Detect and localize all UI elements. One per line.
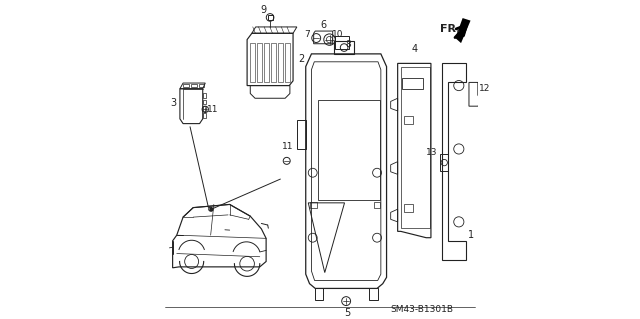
Bar [374, 202, 380, 208]
Bar [310, 202, 317, 208]
Bar [250, 43, 255, 82]
Text: 7: 7 [305, 30, 310, 39]
Bar [271, 43, 276, 82]
Bar [203, 93, 206, 98]
Text: 11: 11 [282, 142, 293, 151]
Bar [264, 43, 269, 82]
Bar [404, 116, 413, 123]
Bar [257, 43, 262, 82]
Text: 4: 4 [412, 44, 417, 54]
Bar [184, 84, 189, 87]
Text: 10: 10 [332, 30, 343, 39]
Text: 12: 12 [479, 84, 490, 93]
Text: 8: 8 [346, 40, 351, 49]
Bar [268, 15, 273, 20]
Text: 1: 1 [468, 230, 475, 240]
Text: 11: 11 [207, 105, 219, 114]
Bar [401, 67, 430, 228]
Bar [203, 107, 206, 111]
Bar [203, 100, 206, 104]
Bar [198, 84, 204, 87]
Bar [285, 43, 290, 82]
Text: 5: 5 [344, 308, 351, 318]
Polygon shape [455, 18, 470, 43]
Bar [440, 154, 449, 172]
Bar [404, 204, 413, 212]
Bar [335, 36, 349, 49]
Text: 6: 6 [320, 20, 326, 30]
Circle shape [209, 207, 212, 211]
Bar [403, 78, 423, 89]
Text: FR.: FR. [440, 24, 460, 34]
Text: 9: 9 [260, 4, 266, 14]
Text: 2: 2 [298, 55, 304, 64]
Text: 3: 3 [170, 98, 176, 108]
Bar [278, 43, 284, 82]
Bar [191, 84, 196, 87]
Text: SM43-B1301B: SM43-B1301B [390, 305, 453, 314]
Bar [318, 100, 380, 200]
Bar [203, 114, 206, 118]
Text: 13: 13 [426, 148, 437, 157]
